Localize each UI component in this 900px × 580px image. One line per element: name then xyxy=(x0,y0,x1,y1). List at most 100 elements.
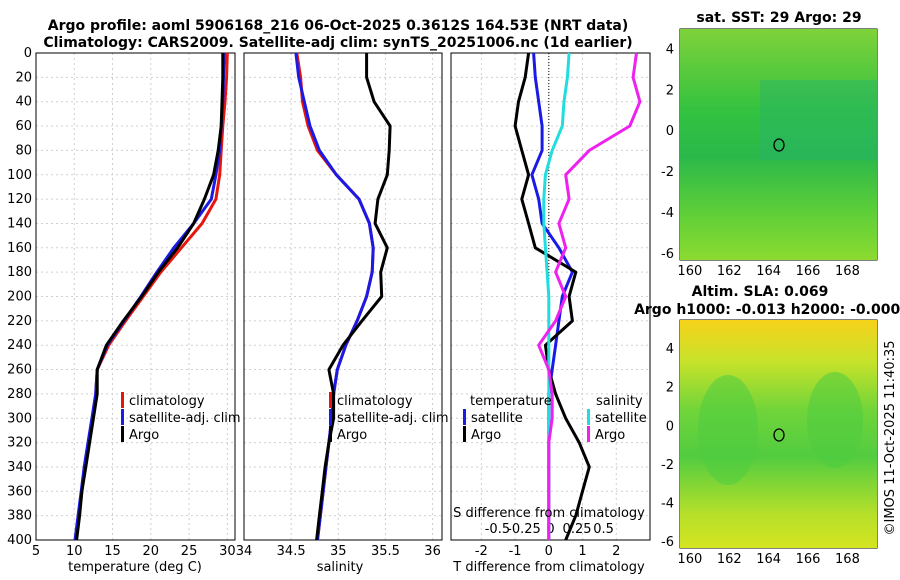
x-tick-label: 5 xyxy=(32,544,40,559)
map-y-tick-label: 0 xyxy=(666,124,674,139)
depth-tick-label: 240 xyxy=(7,338,32,353)
x-tick-label: -2 xyxy=(475,544,488,559)
x-tick-label: 1 xyxy=(578,544,586,559)
series-line-Argo xyxy=(75,53,225,541)
legend-heading-salinity: salinity xyxy=(596,394,643,409)
series-line-temperature-Argo xyxy=(513,52,591,541)
x-tick-label: 25 xyxy=(181,544,198,559)
sst-map-field xyxy=(680,29,877,260)
sla-green-blob-2 xyxy=(807,372,863,468)
depth-tick-label: 320 xyxy=(7,436,32,451)
legend-swatch-climatology xyxy=(121,392,124,408)
legend-label-s-satellite: satellite xyxy=(595,411,647,426)
legend-label-climatology: climatology xyxy=(129,394,205,409)
panel-frame xyxy=(35,52,236,541)
map-x-tick-label: 164 xyxy=(756,264,781,279)
legend-swatch-satellite xyxy=(121,409,124,425)
series-line-salinity-Argo xyxy=(537,52,642,540)
sla-argo-marker xyxy=(773,428,785,442)
legend-label-argo: Argo xyxy=(129,428,159,443)
map-y-tick-label: 4 xyxy=(666,42,674,57)
salinity-xlabel: salinity xyxy=(317,560,364,575)
legend-label-climatology: climatology xyxy=(337,394,413,409)
panel-frame xyxy=(450,52,651,541)
map-y-tick-label: 2 xyxy=(666,83,674,98)
depth-tick-label: 0 xyxy=(24,46,32,61)
map-y-tick-label: -6 xyxy=(661,247,674,262)
legend-label-argo: Argo xyxy=(337,428,367,443)
depth-tick-label: 200 xyxy=(7,290,32,305)
legend-swatch-t-argo xyxy=(463,426,466,442)
x-tick-label: 10 xyxy=(66,544,83,559)
map-x-tick-label: 160 xyxy=(677,552,702,567)
depth-tick-label: 380 xyxy=(7,509,32,524)
depth-tick-label: 260 xyxy=(7,363,32,378)
diff-xlabel: T difference from climatology xyxy=(452,560,645,575)
salinity-diff-tick-label: -0.25 xyxy=(507,522,541,537)
panel-axes-temperature: 0 20 40 60 80 100 120 140 160 180 200 220 240 260 280 3… xyxy=(7,46,235,559)
temperature-legend: climatology satellite-adj. clim Argo xyxy=(121,392,241,443)
salinity-diff-tick-label: 0.5 xyxy=(593,522,614,537)
depth-tick-label: 360 xyxy=(7,484,32,499)
depth-tick-label: 20 xyxy=(15,70,32,85)
legend-label-satellite: satellite-adj. clim xyxy=(337,411,449,426)
diff-legend: temperature satellite Argo salinity sate… xyxy=(463,394,647,443)
sla-map-title: Altim. SLA: 0.069 xyxy=(692,284,829,300)
legend-swatch-argo xyxy=(329,426,332,442)
depth-tick-label: 180 xyxy=(7,265,32,280)
legend-swatch-s-satellite xyxy=(587,409,590,425)
depth-tick-label: 120 xyxy=(7,192,32,207)
legend-label-s-argo: Argo xyxy=(595,428,625,443)
depth-tick-label: 140 xyxy=(7,216,32,231)
map-x-tick-label: 162 xyxy=(717,552,742,567)
legend-swatch-s-argo xyxy=(587,426,590,442)
map-y-tick-label: -6 xyxy=(661,535,674,550)
salinity-diff-tick-label: -0.5 xyxy=(485,522,510,537)
temperature-xlabel: temperature (deg C) xyxy=(68,560,202,575)
x-tick-label: 2 xyxy=(612,544,620,559)
footer-stamp: ©IMOS 11-Oct-2025 11:40:35 xyxy=(883,340,898,535)
depth-tick-label: 400 xyxy=(7,533,32,548)
series-line-Argo xyxy=(315,53,392,541)
map-y-tick-label: -4 xyxy=(661,497,674,512)
x-tick-label: 34 xyxy=(236,544,253,559)
sla-map-subtitle: Argo h1000: -0.013 h2000: -0.0006 xyxy=(634,302,900,318)
legend-swatch-argo xyxy=(121,426,124,442)
x-tick-label: -1 xyxy=(509,544,522,559)
map-y-tick-label: 2 xyxy=(666,381,674,396)
map-y-tick-label: -2 xyxy=(661,165,674,180)
depth-tick-label: 280 xyxy=(7,387,32,402)
diff-top-xlabel: S difference from climatology xyxy=(453,506,645,521)
depth-tick-label: 80 xyxy=(15,143,32,158)
legend-label-satellite: satellite-adj. clim xyxy=(129,411,241,426)
depth-tick-label: 100 xyxy=(7,168,32,183)
map-x-tick-label: 168 xyxy=(835,552,860,567)
depth-tick-label: 300 xyxy=(7,411,32,426)
map-y-tick-label: -4 xyxy=(661,206,674,221)
map-x-tick-label: 160 xyxy=(677,264,702,279)
x-tick-label: 35 xyxy=(330,544,347,559)
x-tick-label: 30 xyxy=(219,544,236,559)
sst-argo-marker xyxy=(773,138,785,152)
sla-green-blob-1 xyxy=(698,375,758,485)
panel-frame xyxy=(243,52,443,541)
legend-heading-temperature: temperature xyxy=(470,394,552,409)
legend-swatch-t-satellite xyxy=(463,409,466,425)
x-tick-label: 36 xyxy=(424,544,441,559)
depth-tick-label: 340 xyxy=(7,460,32,475)
map-y-tick-label: -2 xyxy=(661,458,674,473)
depth-tick-label: 40 xyxy=(15,95,32,110)
salinity-legend: climatology satellite-adj. clim Argo xyxy=(329,392,449,443)
title-line-1: Argo profile: aoml 5906168_216 06-Oct-20… xyxy=(48,18,629,34)
map-y-tick-label: 4 xyxy=(666,342,674,357)
legend-label-t-satellite: satellite xyxy=(471,411,523,426)
legend-label-t-argo: Argo xyxy=(471,428,501,443)
map-x-tick-label: 166 xyxy=(796,264,821,279)
depth-tick-label: 160 xyxy=(7,241,32,256)
map-x-tick-label: 168 xyxy=(835,264,860,279)
salinity-diff-tick-label: 0 xyxy=(546,522,554,537)
panel-axes-difference-from-climatology: -2 -1 0 1 2-0.5-0.25 0 0.25 0.5 xyxy=(450,52,651,559)
x-tick-label: 20 xyxy=(143,544,160,559)
map-y-tick-label: 0 xyxy=(666,419,674,434)
